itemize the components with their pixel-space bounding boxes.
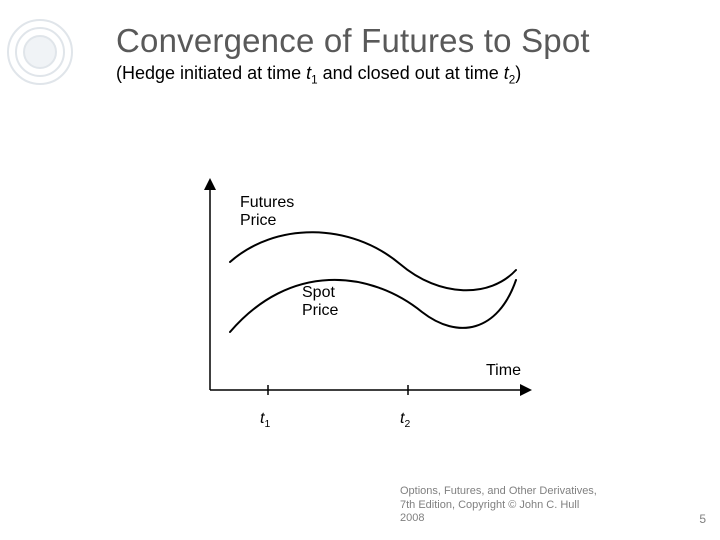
page-number: 5: [699, 512, 706, 526]
spot-l1: Spot: [302, 284, 335, 301]
futures-l2: Price: [240, 212, 276, 229]
futures-price-label: Futures Price: [240, 194, 294, 231]
t1-sub: 1: [264, 419, 270, 430]
spot-price-label: Spot Price: [302, 284, 338, 321]
corner-deco: [0, 8, 100, 108]
convergence-chart: Futures Price Spot Price Time t1 t2: [190, 170, 550, 430]
t1-tick-label: t1: [260, 410, 270, 430]
slide-title: Convergence of Futures to Spot: [116, 22, 590, 60]
subtitle-pre: (Hedge initiated at time: [116, 63, 306, 83]
time-axis-label: Time: [486, 362, 521, 380]
t2-tick-label: t2: [400, 410, 410, 430]
futures-l1: Futures: [240, 194, 294, 211]
copyright-footer: Options, Futures, and Other Derivatives,…: [400, 485, 660, 526]
subtitle-mid: and closed out at time: [318, 63, 504, 83]
time-text: Time: [486, 362, 521, 379]
spot-l2: Price: [302, 302, 338, 319]
t2-sub: 2: [404, 419, 410, 430]
footer-l2: 7th Edition, Copyright © John C. Hull: [400, 499, 579, 511]
subtitle-post: ): [515, 63, 521, 83]
footer-l3: 2008: [400, 512, 424, 524]
slide-subtitle: (Hedge initiated at time t1 and closed o…: [116, 63, 521, 87]
footer-l1: Options, Futures, and Other Derivatives,: [400, 485, 597, 497]
